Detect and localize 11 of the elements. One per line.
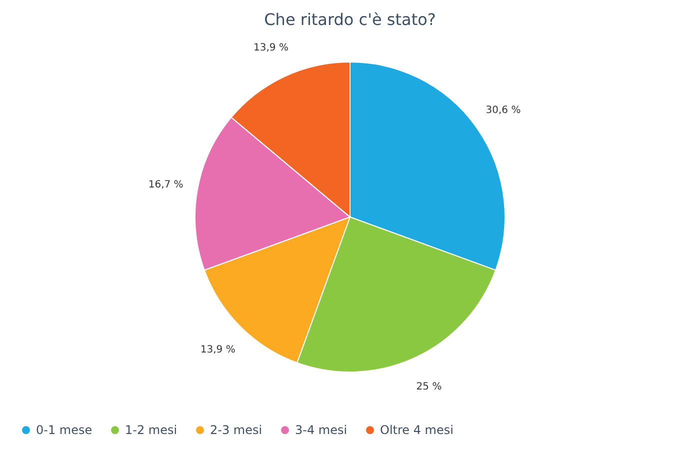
legend-label: 0-1 mese [36,423,92,438]
data-label: 13,9 % [254,42,288,54]
legend-label: 3-4 mesi [295,423,348,438]
legend-label: 1-2 mesi [125,423,178,438]
legend-label: 2-3 mesi [210,423,262,438]
data-label: 30,6 % [486,104,521,116]
data-label: 13,9 % [200,344,236,356]
legend-label: Oltre 4 mesi [380,423,454,438]
data-label: 25 % [416,381,442,392]
data-label: 16,7 % [148,180,184,191]
chart-title: Che ritardo c'è stato? [264,10,436,29]
